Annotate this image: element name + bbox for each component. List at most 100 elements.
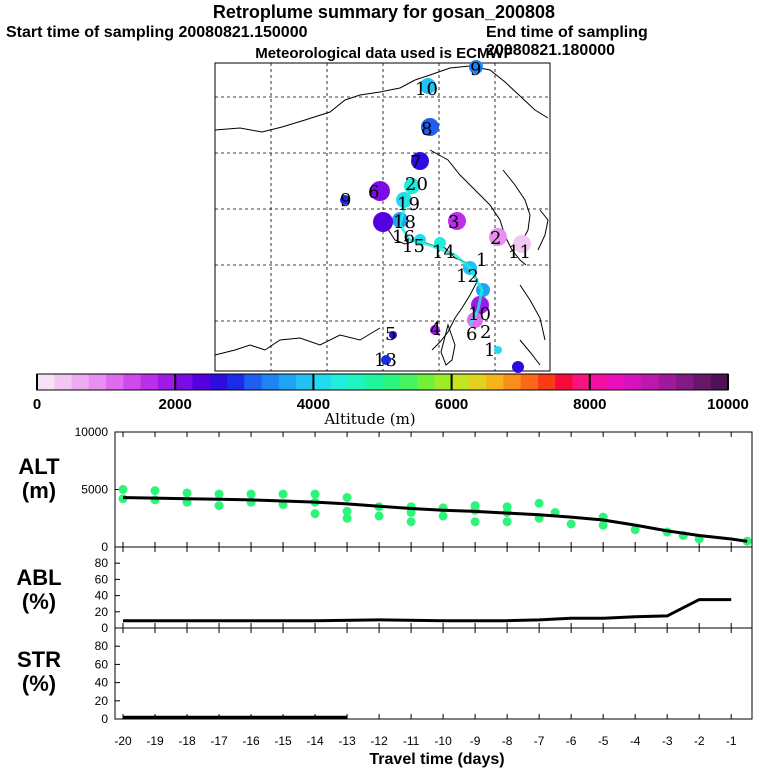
map-label: 15 xyxy=(402,236,425,257)
y-tick-label: 20 xyxy=(95,605,109,619)
y-tick-label: 80 xyxy=(95,556,109,570)
y-tick-label: 0 xyxy=(101,621,108,635)
x-tick-label: -17 xyxy=(210,734,228,748)
colorbar-swatch xyxy=(693,374,712,390)
alt-point xyxy=(342,506,352,516)
colorbar-swatch xyxy=(676,374,694,390)
map-label: 18 xyxy=(393,212,416,233)
colorbar-tick-label: 2000 xyxy=(159,396,192,413)
abl-line xyxy=(123,598,732,623)
colorbar-swatch xyxy=(537,374,556,390)
alt-line xyxy=(122,496,748,543)
alt-point xyxy=(470,517,480,527)
colorbar-swatch xyxy=(365,374,383,390)
x-tick-label: -18 xyxy=(178,734,196,748)
map-label: 9 xyxy=(340,190,351,211)
colorbar-swatch xyxy=(88,374,107,390)
map-graticule xyxy=(215,63,550,371)
colorbar-swatch xyxy=(520,374,539,390)
map-label: 9 xyxy=(470,59,481,80)
end-time: End time of sampling 20080821.180000 xyxy=(486,24,648,59)
colorbar-swatch xyxy=(244,374,263,390)
alt-point xyxy=(214,489,224,499)
colorbar-swatch xyxy=(382,374,401,390)
map-label: 12 xyxy=(456,266,479,287)
y-tick-label: 40 xyxy=(95,676,109,690)
colorbar-swatch xyxy=(37,374,55,390)
alt-point xyxy=(182,488,192,498)
alt-point xyxy=(406,517,416,527)
x-tick-label: -20 xyxy=(114,734,132,748)
x-tick-label: -19 xyxy=(146,734,164,748)
alt-axis-title: ALT (m) xyxy=(4,455,74,503)
x-tick-label: -7 xyxy=(534,734,545,748)
map-label: 2 xyxy=(480,322,491,343)
colorbar-swatch xyxy=(468,374,487,390)
x-tick-label: -16 xyxy=(242,734,260,748)
colorbar-swatch xyxy=(209,374,228,390)
met-data-note: Meteorological data used is ECMWF xyxy=(255,45,513,62)
alt-point xyxy=(310,509,320,519)
colorbar-swatch xyxy=(555,374,574,390)
colorbar-swatch xyxy=(140,374,159,390)
colorbar-swatch xyxy=(710,374,729,390)
y-tick-label: 0 xyxy=(101,712,108,726)
alt-point xyxy=(278,489,288,499)
alt-point xyxy=(566,519,576,529)
map-label: 5 xyxy=(385,324,396,345)
colorbar-swatch xyxy=(330,374,349,390)
alt-unit: (m) xyxy=(21,478,57,503)
x-tick-label: -8 xyxy=(502,734,513,748)
map-label: 6 xyxy=(368,182,379,203)
abl-unit: (%) xyxy=(21,589,57,614)
colorbar-swatch xyxy=(278,374,297,390)
str-axis-title: STR (%) xyxy=(4,648,74,696)
alt-point xyxy=(438,511,448,521)
colorbar-swatch xyxy=(157,374,176,390)
plume-markers xyxy=(340,60,531,373)
alt-point xyxy=(246,489,256,499)
colorbar-swatch xyxy=(486,374,504,390)
x-tick-label: -12 xyxy=(370,734,388,748)
panel-alt: 10000 5000 0 xyxy=(75,425,753,554)
colorbar-swatch xyxy=(641,374,660,390)
alt-title: ALT xyxy=(18,454,60,479)
map-label: 11 xyxy=(508,242,531,263)
colorbar-label: Altitude (m) xyxy=(323,410,415,428)
str-title: STR xyxy=(17,647,61,672)
colorbar-swatch xyxy=(54,374,73,390)
colorbar-swatch xyxy=(313,374,332,390)
colorbar-tick-label: 10000 xyxy=(707,396,749,413)
abl-title: ABL xyxy=(16,565,62,590)
colorbar-swatch xyxy=(123,374,142,390)
colorbar-swatch xyxy=(227,374,245,390)
map-label: 14 xyxy=(432,242,455,263)
alt-point xyxy=(630,525,640,535)
colorbar-swatch xyxy=(624,374,643,390)
alt-point xyxy=(342,493,352,503)
map-label: 1 xyxy=(484,340,495,361)
alt-point xyxy=(406,508,416,517)
map-label: 19 xyxy=(397,194,420,215)
alt-point xyxy=(374,511,384,521)
colorbar-swatch xyxy=(261,374,280,390)
x-tick-label: -11 xyxy=(403,734,420,748)
alt-point xyxy=(214,501,224,511)
x-tick-label: -6 xyxy=(566,734,577,748)
panel-abl: 80 60 40 20 0 xyxy=(95,546,753,635)
x-tick-label: -14 xyxy=(306,734,324,748)
colorbar-swatch xyxy=(434,374,453,390)
colorbar-swatch xyxy=(296,374,314,390)
y-tick-label: 10000 xyxy=(75,425,109,439)
colorbar-swatch xyxy=(106,374,124,390)
map-label: 6 xyxy=(466,324,477,345)
map-label: 2 xyxy=(490,228,501,249)
colorbar-swatch xyxy=(607,374,625,390)
time-series-panels: 10000 5000 0 80 60 40 20 0 80 60 40 20 0 -20 -19 -18 -17… xyxy=(75,425,753,748)
y-tick-label: 20 xyxy=(95,694,109,708)
alt-point xyxy=(118,485,128,494)
panel-str: 80 60 40 20 0 xyxy=(95,627,753,726)
map-label: 4 xyxy=(430,319,441,340)
